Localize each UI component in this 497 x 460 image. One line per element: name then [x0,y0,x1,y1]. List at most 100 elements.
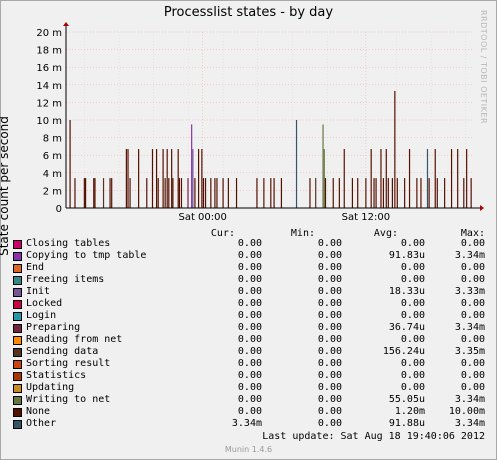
legend-row: Writing to net 0.00 0.00 55.05u 3.34m [0,394,497,406]
legend-avg-value: 36.74u [388,322,425,333]
legend-series-name: Other [26,418,57,429]
legend-header-max: Max: [460,228,485,239]
legend-series-name: Statistics [26,370,87,381]
legend-cur-value: 0.00 [237,406,262,417]
legend-avg-value: 0.00 [400,334,425,345]
legend-swatch [13,420,22,429]
y-tick-label: 20 m [36,28,62,39]
legend-row: Reading from net 0.00 0.00 0.00 0.00 [0,334,497,346]
y-tick-label: 2 m [43,186,62,197]
legend-avg-value: 0.00 [400,274,425,285]
legend-swatch [13,408,22,417]
y-tick-label: 14 m [36,81,62,92]
legend-cur-value: 0.00 [237,334,262,345]
legend-header-avg: Avg: [373,228,398,239]
legend-row: Sending data 0.00 0.00 156.24u 3.35m [0,346,497,358]
legend-swatch [13,252,22,261]
legend-series-name: Copying to tmp table [26,250,147,261]
legend-max-value: 10.00m [448,406,485,417]
legend-swatch [13,348,22,357]
legend-avg-value: 0.00 [400,298,425,309]
axes [63,22,484,211]
legend-avg-value: 18.33u [388,286,425,297]
legend-cur-value: 0.00 [237,274,262,285]
legend-min-value: 0.00 [317,262,342,273]
legend-swatch [13,396,22,405]
legend-series-name: Locked [26,298,63,309]
legend-max-value: 0.00 [460,238,485,249]
legend-row: Statistics 0.00 0.00 0.00 0.00 [0,370,497,382]
legend-series-name: Freeing items [26,274,105,285]
legend-max-value: 0.00 [460,334,485,345]
y-tick-label: 18 m [36,46,62,57]
legend-max-value: 3.35m [454,346,485,357]
legend-avg-value: 91.83u [388,250,425,261]
legend-cur-value: 0.00 [237,358,262,369]
last-update: Last update: Sat Aug 18 19:40:06 2012 [262,431,485,442]
legend-header: Cur: Min: Avg: Max: [0,228,497,241]
legend-avg-value: 0.00 [400,370,425,381]
y-tick-label: 8 m [43,134,62,145]
legend-series-name: End [26,262,45,273]
legend-swatch [13,360,22,369]
legend-swatch [13,324,22,333]
legend-avg-value: 0.00 [400,262,425,273]
legend-series-name: Preparing [26,322,81,333]
legend-swatch [13,264,22,273]
legend-cur-value: 0.00 [237,310,262,321]
legend-min-value: 0.00 [317,250,342,261]
legend-min-value: 0.00 [317,346,342,357]
legend-avg-value: 156.24u [382,346,425,357]
legend-cur-value: 3.34m [231,418,262,429]
y-tick-label: 12 m [36,98,62,109]
legend-cur-value: 0.00 [237,346,262,357]
legend-series-name: Sorting result [26,358,111,369]
legend-max-value: 0.00 [460,310,485,321]
data-spikes [69,90,472,208]
x-tick-labels: Sat 00:00 Sat 12:00 [178,212,390,223]
legend-series-name: Reading from net [26,334,123,345]
legend-swatch [13,336,22,345]
legend-row: Preparing 0.00 0.00 36.74u 3.34m [0,322,497,334]
x-axis-arrow [480,205,484,211]
plot-area: 0 2 m 4 m 6 m 8 m 10 m 12 m 14 m 16 m 18 m 20 m Sa… [36,22,484,223]
legend-min-value: 0.00 [317,274,342,285]
legend-min-value: 0.00 [317,334,342,345]
legend-max-value: 3.33m [454,286,485,297]
legend-max-value: 3.34m [454,418,485,429]
legend-cur-value: 0.00 [237,250,262,261]
legend-row: Login 0.00 0.00 0.00 0.00 [0,310,497,322]
legend-min-value: 0.00 [317,358,342,369]
legend-min-value: 0.00 [317,298,342,309]
legend-max-value: 3.34m [454,322,485,333]
y-tick-label: 4 m [43,169,62,180]
legend-row: End 0.00 0.00 0.00 0.00 [0,262,497,274]
legend-cur-value: 0.00 [237,394,262,405]
legend-max-value: 0.00 [460,298,485,309]
legend-swatch [13,288,22,297]
legend-cur-value: 0.00 [237,322,262,333]
legend-avg-value: 0.00 [400,310,425,321]
y-tick-label: 0 [56,204,62,215]
legend-series-name: Closing tables [26,238,111,249]
legend-max-value: 3.34m [454,394,485,405]
legend-series-name: Sending data [26,346,99,357]
legend-swatch [13,300,22,309]
x-tick-label: Sat 00:00 [178,212,226,223]
legend: Closing tables 0.00 0.00 0.00 0.00 Copying to… [0,238,497,430]
legend-series-name: Writing to net [26,394,111,405]
legend-min-value: 0.00 [317,322,342,333]
legend-min-value: 0.00 [317,286,342,297]
legend-series-name: Login [26,310,57,321]
legend-cur-value: 0.00 [237,370,262,381]
legend-row: Locked 0.00 0.00 0.00 0.00 [0,298,497,310]
legend-min-value: 0.00 [317,238,342,249]
legend-max-value: 0.00 [460,370,485,381]
legend-max-value: 0.00 [460,262,485,273]
legend-min-value: 0.00 [317,310,342,321]
legend-swatch [13,276,22,285]
legend-row: Other 3.34m 0.00 91.88u 3.34m [0,418,497,430]
legend-row: None 0.00 0.00 1.20m 10.00m [0,406,497,418]
legend-max-value: 3.34m [454,250,485,261]
legend-series-name: Updating [26,382,75,393]
